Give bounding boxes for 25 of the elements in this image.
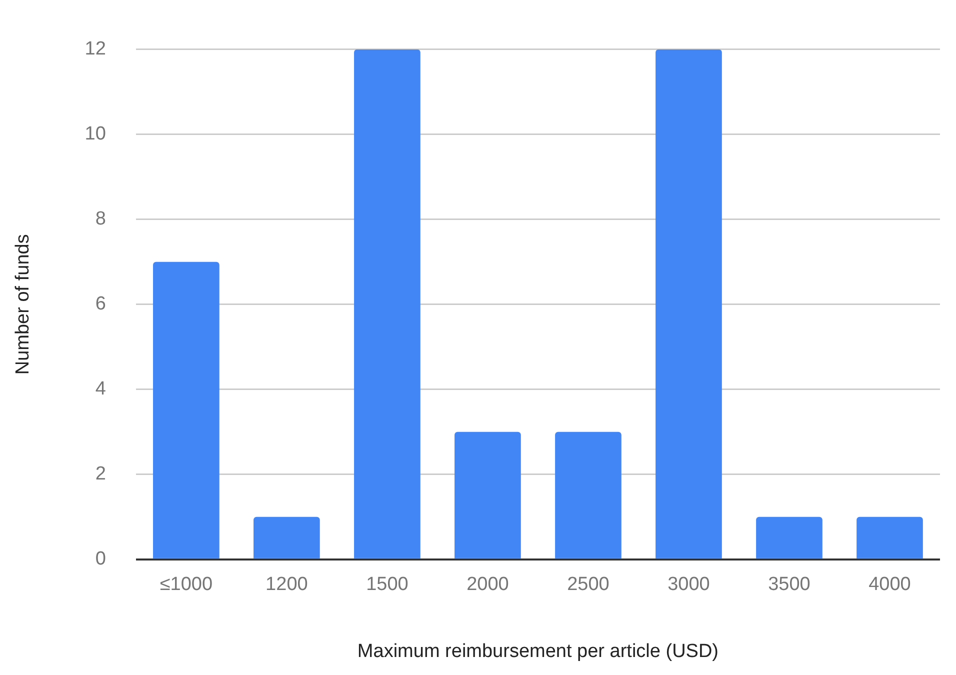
y-tick-label: 4 <box>95 378 106 400</box>
x-tick-label: 2000 <box>466 574 509 596</box>
y-axis-title: Number of funds <box>12 234 34 375</box>
y-tick-label: 8 <box>95 208 106 230</box>
x-tick-label: 3500 <box>768 574 810 596</box>
bar <box>756 516 822 558</box>
y-tick-label: 12 <box>84 38 106 60</box>
bar <box>856 516 923 558</box>
y-tick-label: 6 <box>95 294 106 315</box>
bar <box>454 432 521 558</box>
x-tick-label: 1200 <box>266 574 308 596</box>
x-tick-label: ≤1000 <box>160 574 213 596</box>
bar <box>254 516 320 558</box>
x-tick-label: 1500 <box>366 574 408 596</box>
y-tick-label: 2 <box>95 464 106 485</box>
x-tick-label: 3000 <box>668 574 710 596</box>
x-tick-label: 2500 <box>567 574 610 596</box>
x-axis-title: Maximum reimbursement per article (USD) <box>357 640 719 662</box>
y-tick-label: 10 <box>84 124 106 145</box>
x-tick-label: 4000 <box>868 574 911 596</box>
bar <box>153 262 220 558</box>
bar <box>656 49 722 558</box>
y-tick-label: 0 <box>95 548 106 570</box>
bar <box>354 49 420 558</box>
bar <box>555 432 622 558</box>
